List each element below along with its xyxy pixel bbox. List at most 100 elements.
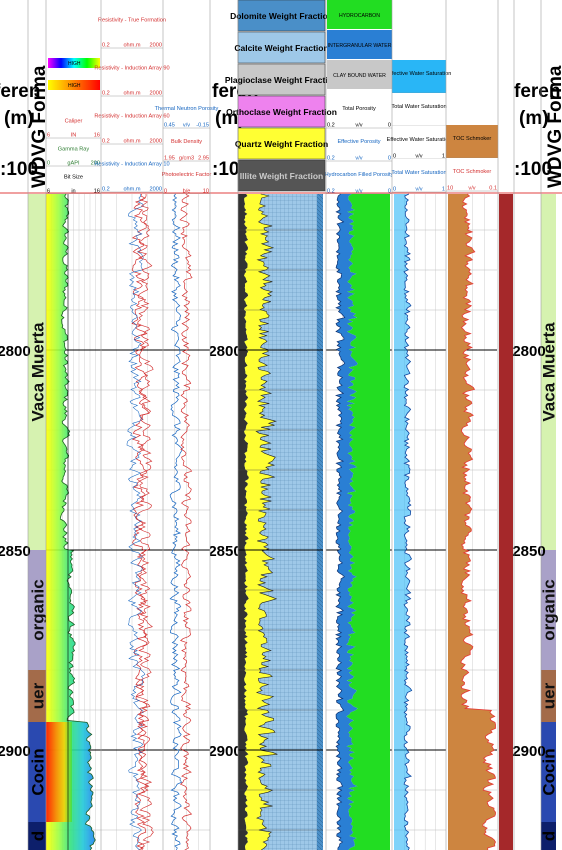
fluid-legend: HYDROCARBON INTERGRANULAR WATER CLAY BOUND… [327,0,392,89]
header-label: Caliper [65,119,83,125]
legend-label: HYDROCARBON [339,13,380,19]
depth-header-line-3: :100 [0,159,38,180]
header-unit: v/v [355,189,362,195]
header-left-value: 0 [47,161,50,167]
depth-header-left: feren (m) :100 [0,81,40,180]
sw-curve [403,193,413,850]
colorbar-label-1: HIGH [68,61,81,67]
depth-tick-label: 2800 [0,343,31,360]
header-right-value: 10 [203,189,209,195]
header-label: Effective Water Saturation [387,71,452,77]
header-left-value: 0.2 [327,189,335,195]
depth-tick-label: 2850 [0,543,31,560]
legend-label: Quartz Weight Fraction [235,139,328,149]
legend-swatch [237,159,326,192]
header-right-value: 16 [94,189,100,195]
header-fill [446,158,498,191]
header-left-value: 0.2 [327,123,335,129]
legend-swatch [237,31,326,64]
header-left-value: 6 [47,133,50,139]
formation-label: organic [29,579,48,640]
toc-header: TOC Schmoker TOC Schmoker 10 v/v 0.1 [446,125,498,192]
track1-header: Caliper 6 IN 16 Gamma Ray 0 gAPI 200 Bit Size 6 in… [46,119,101,195]
depth-labels-mid: 2800 2850 2900 [208,343,241,760]
header-label: Resistivity - Induction Array 60 [94,114,169,120]
header-label: Effective Water Saturation [387,137,452,143]
header-right-value: 2000 [150,43,162,49]
header-right-value: 1 [442,187,445,193]
formation-track-right: Vaca Muerta organic uer Cocin d [540,194,559,850]
header-unit: ohm.m [123,187,140,193]
header-label: Total Water Saturation [391,170,446,176]
legend-swatch [237,127,326,160]
nd-curve [169,193,183,850]
toc-curve [460,193,496,850]
header-right-value: 0 [388,156,391,162]
legend-label: Dolomite Weight Fraction [230,11,333,21]
formation-label: Cocin [29,748,48,795]
gr-track [46,193,96,850]
header-label: TOC Schmoker [453,169,492,175]
porosity-track [335,193,390,850]
formation-unit [541,722,556,822]
gr-curve [59,193,96,850]
header-unit: ohm.m [123,91,140,97]
legend-swatch [237,63,326,96]
header-right-value: 16 [94,133,100,139]
neutron-density-track [169,193,193,850]
formation-label: organic [540,579,559,640]
header-unit: v/v [355,123,362,129]
formation-header-right: WDVG Forma [545,65,562,188]
header-label: Total Porosity [342,106,376,112]
header-fill [392,159,446,192]
dolomite-fill [317,194,323,850]
saturation-track [394,193,413,850]
track2-grid [101,194,163,850]
header-right-value: 200 [91,161,100,167]
toc-track [448,193,513,850]
header-fill [446,125,498,158]
header-label: Bulk Density [171,139,202,145]
flag-track [499,194,513,850]
legend-swatch [327,0,392,29]
formation-unit [28,822,47,850]
header-left-value: 0.2 [102,91,110,97]
legend-label: CLAY BOUND WATER [333,73,386,79]
gr-hot-fill [46,722,72,822]
mineral-track [238,193,323,850]
header-left-value: 10 [447,186,453,192]
resistivity-track [126,193,154,850]
hydrocarbon-fill [346,194,390,850]
header-left-value: 0.2 [102,139,110,145]
header-unit: IN [71,133,77,139]
legend-swatch [327,30,392,59]
header-right-value: 2000 [150,91,162,97]
resistivity-curve [126,193,146,850]
header-fill [392,60,446,93]
header-unit: in [71,189,75,195]
formation-label: uer [29,682,48,709]
resistivity-curve [131,193,150,850]
mineral-legend: Dolomite Weight Fraction Calcite Weight F… [225,0,338,192]
depth-tick-label: 2800 [512,343,545,360]
depth-labels-left: 2800 2850 2900 [0,343,31,760]
legend-swatch [237,0,326,32]
depth-tick-label: 2850 [512,543,545,560]
header-label: Effective Porosity [337,139,380,145]
header-right-value: 2.95 [198,156,209,162]
header-label: Resistivity - Induction Array 90 [94,66,169,72]
header-left-value: 0 [164,189,167,195]
legend-label: Illite Weight Fraction [240,171,323,181]
header-fill [392,126,446,159]
porosity-header: Total Porosity 0.2 v/v 0 Effective Porosity 0… [325,106,394,195]
depth-tick-label: 2900 [0,743,31,760]
water-fill [336,194,358,850]
header-label: TOC Schmoker [453,136,492,142]
header-right-value: 0 [388,189,391,195]
header-left-value: 1.95 [164,156,175,162]
header-right-value: 2000 [150,139,162,145]
header-label: Bit Size [64,175,83,181]
nd-curve [179,193,193,850]
